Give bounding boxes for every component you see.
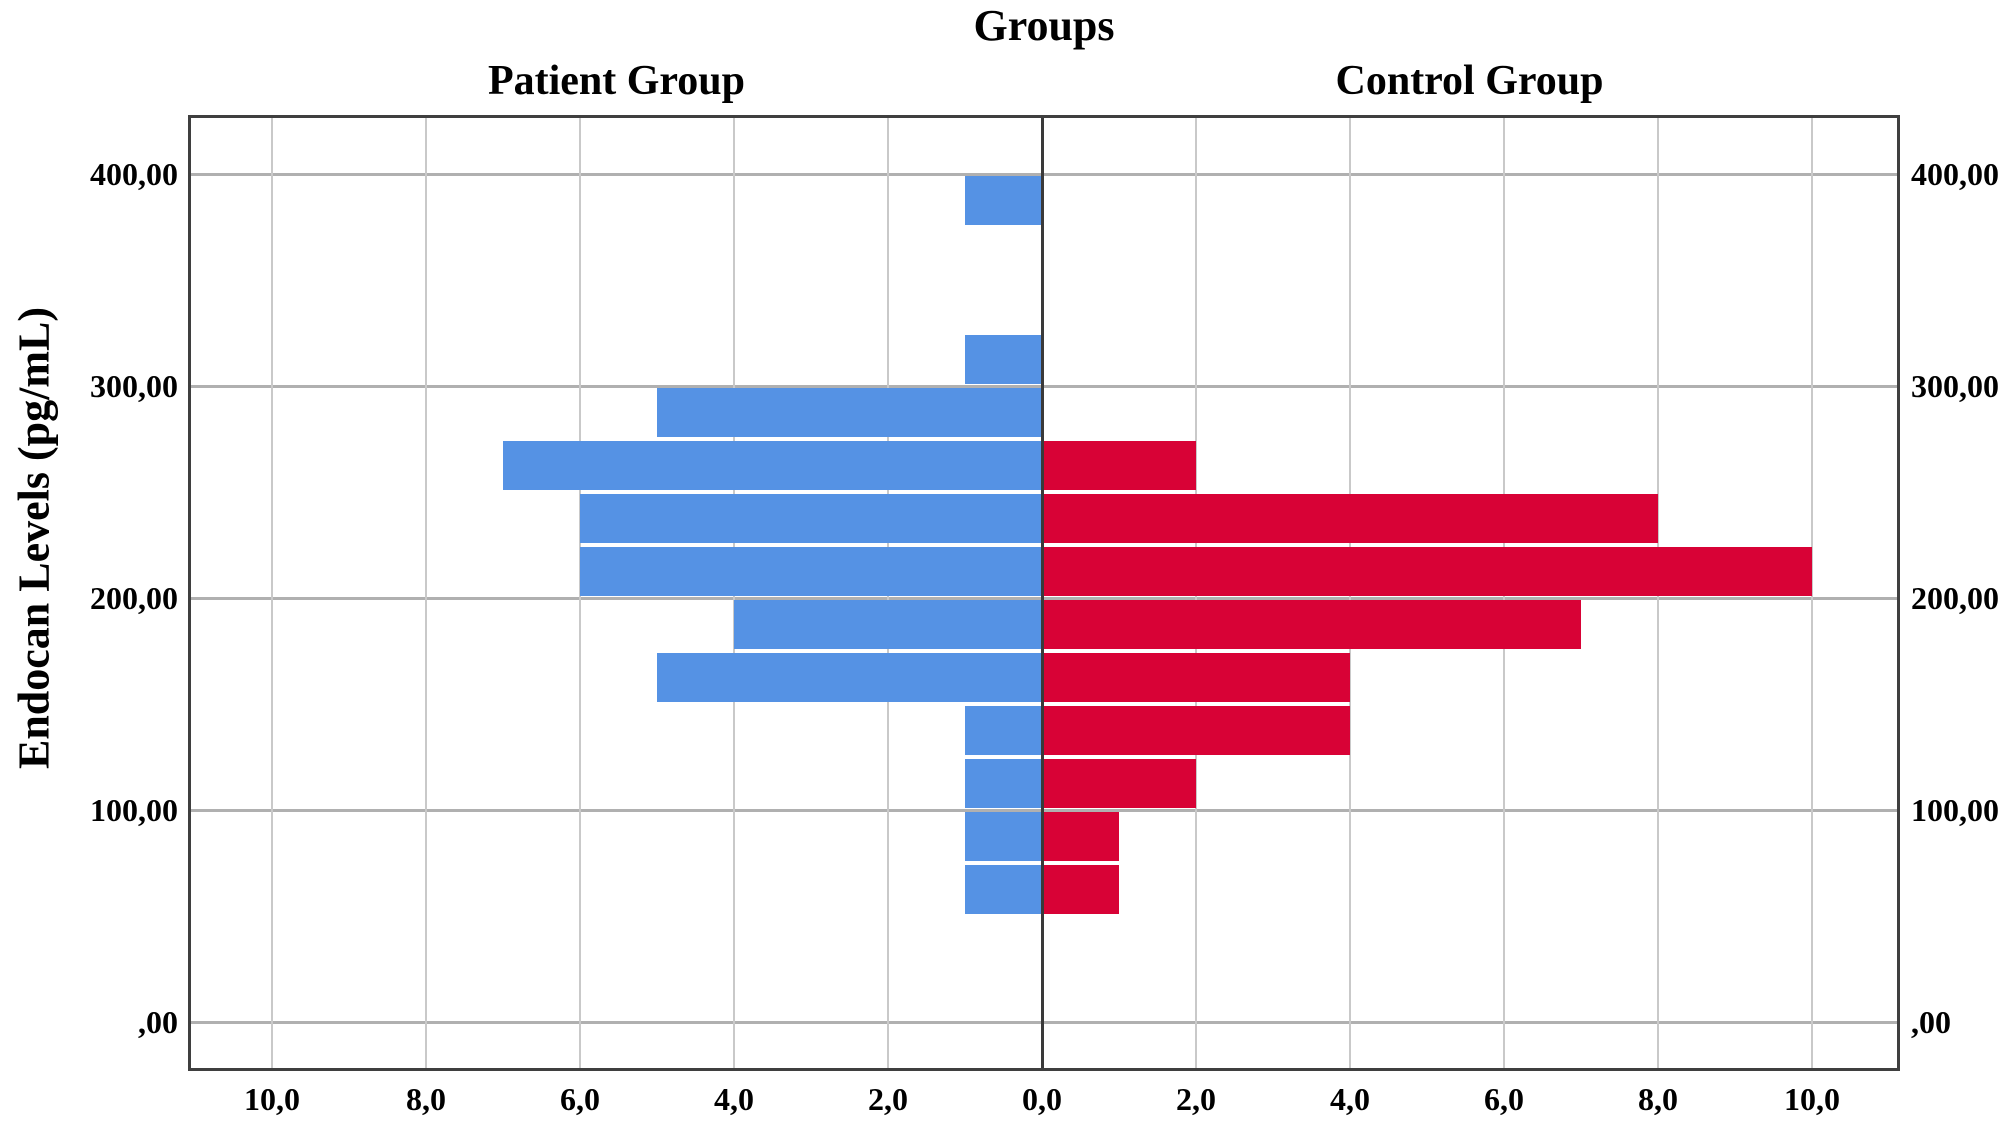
y-tick-label-left-200: 200,00 (90, 580, 178, 616)
y-tick-label-left-400: 400,00 (90, 156, 178, 192)
panel-title-control-group: Control Group (1335, 58, 1604, 104)
x-tick-label-right-4: 4,0 (1330, 1081, 1370, 1117)
control-bar-250-275 (1042, 441, 1196, 490)
control-bar-75-100 (1042, 812, 1119, 861)
x-tick-label-right-6: 6,0 (1484, 1081, 1524, 1117)
gridline-y-0 (191, 1021, 1897, 1024)
panel-divider-line (1041, 118, 1044, 1068)
patient-bar-150-175 (657, 653, 1042, 702)
x-tick-label-right-10: 10,0 (1784, 1081, 1840, 1117)
gridline-x-left-8 (425, 118, 427, 1068)
x-tick-label-left-8: 8,0 (406, 1081, 446, 1117)
y-tick-label-left-300: 300,00 (90, 368, 178, 404)
patient-bar-250-275 (503, 441, 1042, 490)
y-tick-label-left-100: 100,00 (90, 792, 178, 828)
patient-bar-275-300 (657, 388, 1042, 437)
gridline-y-100 (191, 809, 1897, 812)
control-bar-200-225 (1042, 547, 1812, 596)
control-bar-100-125 (1042, 759, 1196, 808)
patient-bar-100-125 (965, 759, 1042, 808)
x-tick-label-right-2: 2,0 (1176, 1081, 1216, 1117)
gridline-y-200 (191, 597, 1897, 600)
patient-bar-300-325 (965, 335, 1042, 384)
patient-bar-375-400 (965, 176, 1042, 225)
y-tick-label-right-100: 100,00 (1911, 792, 1999, 828)
x-tick-label-left-2: 2,0 (868, 1081, 908, 1117)
gridline-x-left-10 (271, 118, 273, 1068)
x-tick-label-left-4: 4,0 (714, 1081, 754, 1117)
patient-bar-200-225 (580, 547, 1042, 596)
y-tick-label-right-300: 300,00 (1911, 368, 1999, 404)
panel-title-patient-group: Patient Group (487, 58, 746, 104)
y-tick-label-right-0: ,00 (1911, 1004, 1951, 1040)
control-bar-125-150 (1042, 706, 1350, 755)
y-tick-label-right-200: 200,00 (1911, 580, 1999, 616)
control-bar-150-175 (1042, 653, 1350, 702)
x-tick-label-zero: 0,0 (1022, 1081, 1062, 1117)
gridline-y-400 (191, 173, 1897, 176)
patient-bar-125-150 (965, 706, 1042, 755)
chart-title: Groups (973, 1, 1115, 50)
gridline-x-right-10 (1811, 118, 1813, 1068)
x-tick-label-left-10: 10,0 (244, 1081, 300, 1117)
patient-bar-225-250 (580, 494, 1042, 543)
patient-bar-75-100 (965, 812, 1042, 861)
x-tick-label-right-8: 8,0 (1638, 1081, 1678, 1117)
patient-bar-50-75 (965, 865, 1042, 914)
gridline-y-300 (191, 385, 1897, 388)
patient-bar-175-200 (734, 600, 1042, 649)
x-tick-label-left-6: 6,0 (560, 1081, 600, 1117)
plot-area (188, 115, 1900, 1071)
y-tick-label-left-0: ,00 (138, 1004, 178, 1040)
control-bar-175-200 (1042, 600, 1581, 649)
y-tick-label-right-400: 400,00 (1911, 156, 1999, 192)
control-bar-50-75 (1042, 865, 1119, 914)
control-bar-225-250 (1042, 494, 1658, 543)
